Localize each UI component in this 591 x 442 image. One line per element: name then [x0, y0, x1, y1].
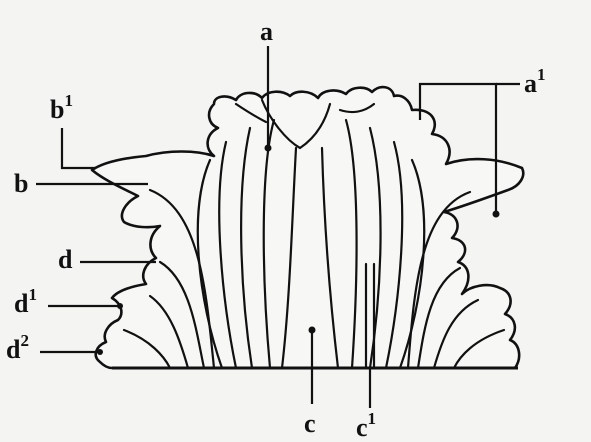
leaf-vein	[148, 188, 216, 370]
label-c: c	[304, 409, 316, 438]
central-stem	[320, 146, 340, 370]
leaf-vein	[416, 266, 462, 370]
leaf-vein	[344, 118, 358, 370]
label-a1: a1	[524, 65, 546, 98]
label-d1: d1	[14, 285, 37, 318]
label-b1: b1	[50, 91, 73, 124]
leaf-vein	[122, 328, 172, 370]
leader-b1	[60, 128, 96, 170]
leaf-vein	[432, 298, 480, 370]
top-lobe	[260, 98, 332, 150]
leaf-vein	[452, 328, 506, 370]
leaf-vein	[158, 260, 206, 370]
label-d: d	[58, 245, 73, 274]
point-d2	[97, 349, 103, 355]
central-stem	[280, 146, 298, 370]
label-d2: d2	[6, 331, 29, 364]
label-b: b	[14, 169, 28, 198]
leaf-vein	[218, 140, 238, 370]
point-a1	[492, 210, 500, 218]
point-d1	[117, 303, 123, 309]
point-c	[308, 326, 316, 334]
top-lobe	[338, 102, 376, 114]
point-a	[264, 144, 272, 152]
leaf-vein	[148, 294, 190, 370]
leader-a1	[418, 82, 498, 214]
leaf-vein	[384, 140, 404, 370]
leaf-vein	[262, 118, 276, 370]
leaf-vein	[406, 190, 472, 370]
label-c1: c1	[356, 409, 376, 442]
top-lobe	[234, 102, 268, 124]
leaf-outline	[90, 85, 525, 370]
leaf-vein	[240, 126, 254, 370]
label-a: a	[260, 17, 273, 46]
